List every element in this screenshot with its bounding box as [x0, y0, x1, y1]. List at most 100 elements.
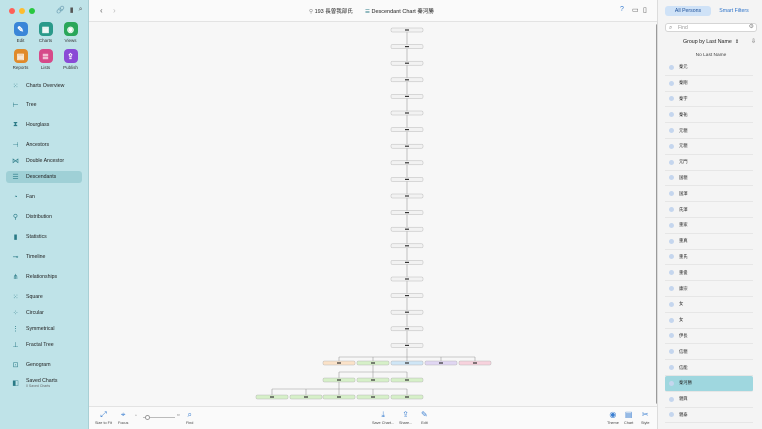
chart-options-button[interactable]: ▤ Chart — [624, 410, 633, 425]
person-list-item[interactable]: 重氏 — [665, 250, 753, 266]
person-list-item[interactable]: 元門 — [665, 155, 753, 171]
chevron-updown-icon: ⇕ — [734, 38, 740, 45]
nav-item-circular[interactable]: ⁘ Circular — [6, 307, 82, 319]
publish-app-label: Publish — [63, 65, 78, 70]
tree-icon: ⊢ — [12, 102, 19, 109]
edit-label: Edit — [421, 421, 428, 425]
person-list-item[interactable]: 重真 — [665, 234, 753, 250]
filter-gear-icon[interactable]: ⚙ — [748, 24, 754, 30]
statistics-icon: ▮ — [13, 234, 18, 241]
nav-item-square[interactable]: ⁙ Square — [6, 291, 82, 303]
person-list-item[interactable]: 国澤 — [665, 186, 753, 203]
person-list-item[interactable]: 親泰 — [665, 408, 753, 424]
person-name: 重真 — [679, 238, 688, 244]
nav-item-ancestors[interactable]: ⊣ Ancestors — [6, 139, 82, 151]
person-search-input[interactable]: ⌕ Find ⚙ — [665, 23, 757, 32]
lists-app-button[interactable]: ≣ Lists — [33, 49, 58, 70]
person-name: 国澤 — [679, 190, 688, 196]
reports-app-button[interactable]: ▤ Reports — [8, 49, 33, 70]
focus-icon: ⌖ — [120, 410, 126, 419]
nav-item-fractal-tree[interactable]: ⊥ Fractal Tree — [6, 339, 82, 351]
size-to-fit-label: Size to Fit — [95, 421, 112, 425]
person-box-name — [405, 95, 409, 97]
search-icon[interactable]: ⌕ — [78, 6, 83, 13]
sort-icon[interactable]: ⇩ — [750, 39, 756, 45]
nav-item-distribution[interactable]: ⚲ Distribution — [6, 211, 82, 223]
person-list-item[interactable]: 重俊 — [665, 265, 753, 282]
theme-button[interactable]: ◉ Theme — [607, 410, 619, 425]
nav-item-statistics[interactable]: ▮ Statistics — [6, 231, 82, 243]
person-box-name — [405, 178, 409, 180]
focus-button[interactable]: ⌖ Focus — [118, 410, 128, 425]
persons-tab-bar: All Persons Smart Filters — [665, 6, 757, 16]
person-list-item[interactable]: 女 — [665, 313, 753, 329]
size-to-fit-button[interactable]: ⤢ Size to Fit — [95, 410, 112, 425]
person-box-name — [405, 261, 409, 263]
tab-all-persons[interactable]: All Persons — [665, 6, 711, 16]
nav-item-relationships[interactable]: ⋔ Relationships — [6, 271, 82, 283]
zoom-slider[interactable]: ▫ ▫ — [135, 412, 183, 421]
person-list-item[interactable]: 重家 — [665, 218, 753, 234]
views-app-button[interactable]: ◉ Views — [58, 22, 83, 43]
person-list-item[interactable]: 秦祐 — [665, 107, 753, 124]
person-list: 秦元 秦剛 秦字 秦祐 元親 元親 元門 国親 国澤 氏澤 重家 重真 重氏 重俊 康宗女女伊長 信親 信能 秦河… — [665, 60, 753, 424]
charts-app-label: Charts — [38, 38, 53, 43]
nav-item-tree[interactable]: ⊢ Tree — [6, 99, 82, 111]
nav-item-label: Square — [26, 294, 43, 300]
nav-item-hourglass[interactable]: ⧗ Hourglass — [6, 119, 82, 131]
nav-item-charts-overview[interactable]: ⁙ Charts Overview — [6, 80, 82, 92]
person-list-item[interactable]: 信親 — [665, 344, 753, 361]
nav-item-timeline[interactable]: ⊸ Timeline — [6, 251, 82, 263]
person-list-item[interactable]: 康宗 — [665, 281, 753, 297]
person-list-item[interactable]: 女 — [665, 297, 753, 313]
bookmark-icon[interactable]: ▮ — [69, 7, 74, 14]
nav-item-label: Saved Charts — [26, 378, 58, 384]
zoom-window-button[interactable] — [29, 8, 35, 14]
person-list-item[interactable]: 元親 — [665, 123, 753, 139]
publish-app-button[interactable]: ⇪ Publish — [58, 49, 83, 70]
theme-label: Theme — [607, 421, 619, 425]
close-window-button[interactable] — [9, 8, 15, 14]
person-box-name — [405, 212, 409, 214]
person-box-name — [405, 129, 409, 131]
share-button[interactable]: ⇪ Share... — [399, 410, 412, 425]
tab-smart-filters[interactable]: Smart Filters — [719, 8, 749, 14]
nav-item-descendants[interactable]: ☰ Descendants — [6, 171, 82, 183]
nav-item-symmetrical[interactable]: ⋮ Symmetrical — [6, 323, 82, 335]
style-button[interactable]: ✂ Style — [641, 410, 649, 425]
forward-arrow-icon[interactable]: › — [113, 6, 116, 15]
help-icon[interactable]: ? — [620, 6, 624, 13]
sidebar-toggle-icon[interactable]: ▯ — [643, 7, 647, 14]
person-list-item[interactable]: 氏澤 — [665, 202, 753, 218]
nav-item-double-ancestor[interactable]: ⋈ Double Ancestor — [6, 155, 82, 167]
person-list-item[interactable]: 信能 — [665, 360, 753, 376]
nav-item-label: Circular — [26, 310, 44, 316]
person-box-name — [405, 46, 409, 48]
edit-app-button[interactable]: ✎ Edit — [8, 22, 33, 43]
group-by-select[interactable]: Group by Last Name ⇕ — [665, 36, 757, 47]
person-list-item[interactable]: 秦字 — [665, 92, 753, 108]
database-title: ⚲ 193 長曽我部氏 — [309, 7, 353, 15]
charts-app-button[interactable]: ▦ Charts — [33, 22, 58, 43]
person-name: 秦字 — [679, 95, 688, 101]
save-chart-button[interactable]: ⤓ Save Chart... — [372, 410, 394, 425]
chart-canvas[interactable] — [89, 22, 657, 406]
nav-item-fan[interactable]: ◔ Fan — [6, 191, 82, 203]
link-icon[interactable]: 🔗 — [56, 7, 65, 14]
person-list-item[interactable]: 国親 — [665, 171, 753, 187]
back-arrow-icon[interactable]: ‹ — [100, 6, 103, 15]
window-icon[interactable]: ▭ — [632, 7, 639, 14]
zoom-slider-knob[interactable] — [145, 415, 150, 420]
person-list-item[interactable]: 元親 — [665, 139, 753, 155]
minimize-window-button[interactable] — [19, 8, 25, 14]
nav-item-genogram[interactable]: ⊡ Genogram — [6, 359, 82, 371]
edit-chart-button[interactable]: ✎ Edit — [421, 410, 428, 425]
person-list-item[interactable]: 秦元 — [665, 60, 753, 76]
person-list-item[interactable]: 秦剛 — [665, 76, 753, 92]
nav-item-label: Hourglass — [26, 122, 50, 128]
nav-item-saved-charts[interactable]: ◧ Saved Charts 0 Saved Charts — [6, 377, 82, 389]
person-list-item[interactable]: 伊長 — [665, 329, 753, 345]
person-list-item[interactable]: 秦河勝 — [665, 375, 753, 392]
person-list-item[interactable]: 親興 — [665, 392, 753, 408]
find-button[interactable]: ⌕ Find — [186, 410, 193, 425]
